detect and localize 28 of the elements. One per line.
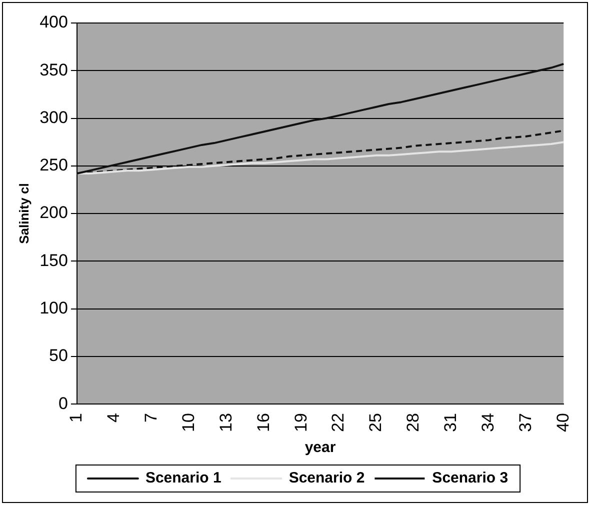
legend-label: Scenario 3 — [432, 470, 508, 487]
x-tick-label: 22 — [328, 413, 348, 432]
x-tick-label: 19 — [291, 413, 310, 432]
y-tick-label: 50 — [49, 346, 68, 366]
x-tick-label: 16 — [254, 413, 273, 432]
y-tick-label: 350 — [40, 60, 68, 80]
x-tick-label: 37 — [516, 413, 535, 432]
y-axis-title: Salinity cl — [16, 183, 32, 244]
x-tick-label: 31 — [440, 413, 460, 432]
y-tick-label: 250 — [40, 156, 68, 175]
x-tick-label: 10 — [178, 413, 198, 432]
x-axis-title: year — [304, 439, 336, 456]
x-tick-label: 7 — [142, 413, 161, 423]
y-tick-label: 400 — [40, 12, 68, 32]
y-tick-label: 150 — [40, 250, 68, 270]
x-tick-label: 40 — [553, 413, 572, 432]
legend-label: Scenario 2 — [288, 470, 365, 487]
x-tick-label: 25 — [366, 413, 386, 432]
y-tick-label: 100 — [40, 298, 68, 318]
x-tick-label: 34 — [478, 413, 498, 432]
x-tick-label: 1 — [66, 413, 86, 423]
x-tick-label: 4 — [104, 413, 124, 423]
y-tick-label: 200 — [40, 203, 68, 222]
y-tick-label: 0 — [58, 394, 68, 413]
x-tick-label: 13 — [216, 413, 236, 432]
legend-label: Scenario 1 — [145, 470, 222, 487]
x-tick-label: 28 — [404, 413, 423, 432]
y-tick-label: 300 — [40, 108, 68, 127]
